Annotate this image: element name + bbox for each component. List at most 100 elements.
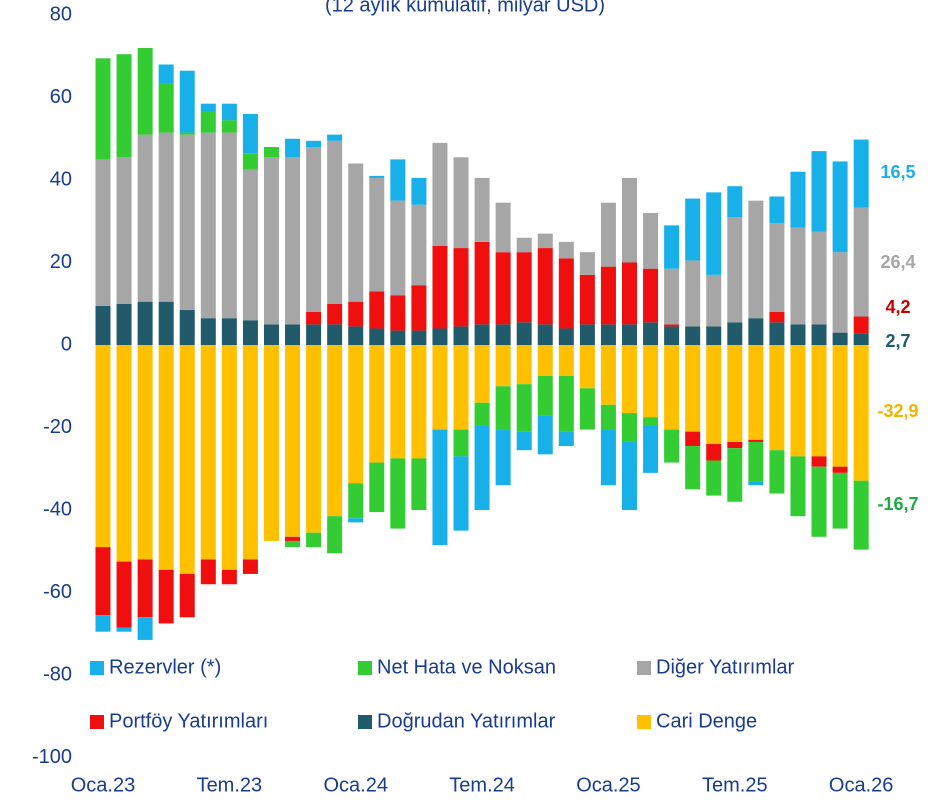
bar-segment xyxy=(432,246,448,329)
bar-segment xyxy=(242,169,258,321)
bar-segment xyxy=(600,404,616,430)
bar-segment xyxy=(285,345,301,537)
bar-segment xyxy=(285,540,301,548)
bar-segment xyxy=(706,444,722,461)
bar-segment xyxy=(832,161,848,253)
bar-segment xyxy=(558,241,574,259)
bar-segment xyxy=(263,147,279,158)
bar-segment xyxy=(558,431,574,447)
bar-segment xyxy=(306,312,322,325)
bar-segment xyxy=(579,345,595,389)
bar-segment xyxy=(137,48,153,135)
bar-segment xyxy=(664,268,680,325)
bar-segment xyxy=(474,345,490,403)
bar-segment xyxy=(242,114,258,154)
bar-segment xyxy=(516,322,532,345)
bar-segment xyxy=(664,429,680,463)
bar-segment xyxy=(832,472,848,529)
bar-segment xyxy=(369,345,385,463)
bar-segment xyxy=(579,252,595,275)
bar-segment xyxy=(432,142,448,246)
bar-segment xyxy=(390,345,406,459)
legend-label: Rezervler (*) xyxy=(109,656,221,678)
bar-segment xyxy=(664,225,680,269)
bar-segment xyxy=(495,386,511,430)
bar-segment xyxy=(179,309,195,345)
bar-segment xyxy=(116,54,132,158)
bar-segment xyxy=(685,345,701,432)
bar-segment xyxy=(769,450,785,494)
bar-segment xyxy=(832,332,848,345)
legend-swatch xyxy=(90,715,104,729)
bar-segment xyxy=(348,483,364,519)
bar-segment xyxy=(179,132,195,135)
bar-segment xyxy=(811,231,827,325)
bar-segment xyxy=(537,415,553,455)
bar-segment xyxy=(285,536,301,541)
y-tick-label: -100 xyxy=(32,746,72,768)
bar-segment xyxy=(390,159,406,201)
bar-segment xyxy=(811,456,827,467)
bar-segment xyxy=(411,285,427,331)
bar-segment xyxy=(285,138,301,158)
legend-swatch xyxy=(358,715,372,729)
bar-segment xyxy=(221,120,237,133)
bar-segment xyxy=(664,345,680,430)
bar-segment xyxy=(853,480,869,550)
bar-segment xyxy=(263,324,279,345)
bar-segment xyxy=(263,157,279,325)
bar-segment xyxy=(748,441,764,482)
bar-segment xyxy=(537,233,553,249)
bar-segment xyxy=(137,559,153,618)
bar-segment xyxy=(706,192,722,275)
end-label: 16,5 xyxy=(880,162,915,182)
bar-segment xyxy=(600,324,616,345)
bar-segment xyxy=(453,157,469,249)
bar-segment xyxy=(179,70,195,133)
bar-segment xyxy=(453,345,469,430)
bar-segment xyxy=(495,202,511,253)
bar-segment xyxy=(200,559,216,585)
bar-segment xyxy=(327,345,343,517)
bar-segment xyxy=(116,157,132,304)
bar-segment xyxy=(221,318,237,345)
bar-segment xyxy=(853,207,869,317)
bar-segment xyxy=(853,345,869,481)
bar-segment xyxy=(116,345,132,562)
x-tick-label: Oca.23 xyxy=(71,774,135,796)
bar-segment xyxy=(706,345,722,444)
bar-segment xyxy=(285,324,301,345)
bar-segment xyxy=(327,516,343,554)
y-tick-label: 40 xyxy=(50,168,72,190)
bar-segment xyxy=(263,345,279,541)
bar-segment xyxy=(221,132,237,319)
bar-segment xyxy=(158,132,174,302)
bar-segment xyxy=(453,456,469,531)
bar-segment xyxy=(685,326,701,345)
bar-segment xyxy=(95,547,111,616)
bar-segment xyxy=(306,324,322,345)
bar-segment xyxy=(158,301,174,345)
bar-segment xyxy=(432,345,448,430)
bar-segment xyxy=(242,153,258,170)
bar-segment xyxy=(685,446,701,490)
bar-segment xyxy=(453,248,469,327)
x-tick-label: Tem.24 xyxy=(449,774,515,796)
bar-segment xyxy=(495,324,511,345)
bar-segment xyxy=(600,266,616,325)
legend-label: Cari Denge xyxy=(656,710,757,732)
legend-swatch xyxy=(90,661,104,675)
bar-segment xyxy=(116,303,132,345)
bar-segment xyxy=(537,248,553,325)
bar-segment xyxy=(516,237,532,253)
bar-segment xyxy=(348,518,364,523)
bar-segment xyxy=(348,301,364,327)
legend-label: Portföy Yatırımları xyxy=(109,710,268,732)
y-tick-label: -80 xyxy=(43,663,72,685)
bar-segment xyxy=(348,163,364,302)
bar-segment xyxy=(390,330,406,345)
bar-segment xyxy=(600,429,616,486)
legend-swatch xyxy=(637,661,651,675)
bar-segment xyxy=(727,322,743,345)
bar-segment xyxy=(664,326,680,345)
